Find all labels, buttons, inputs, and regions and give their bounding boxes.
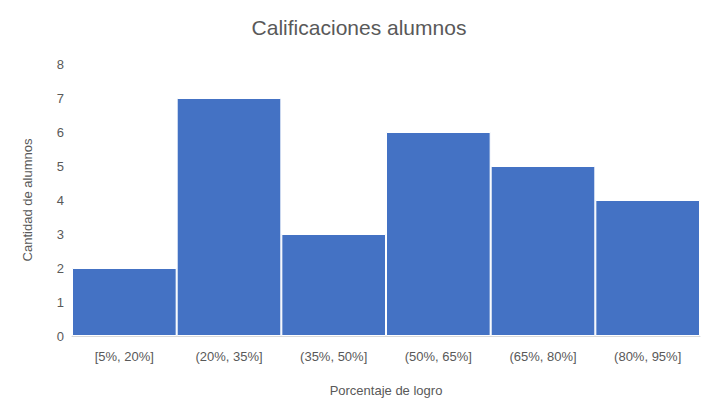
svg-text:8: 8 (57, 57, 64, 72)
svg-text:5: 5 (57, 159, 64, 174)
svg-text:(80%, 95%]: (80%, 95%] (614, 349, 681, 364)
svg-text:(65%, 80%]: (65%, 80%] (509, 349, 576, 364)
svg-text:(50%, 65%]: (50%, 65%] (405, 349, 472, 364)
svg-text:7: 7 (57, 91, 64, 106)
svg-text:(35%, 50%]: (35%, 50%] (300, 349, 367, 364)
svg-text:Calificaciones alumnos: Calificaciones alumnos (252, 16, 467, 39)
svg-text:1: 1 (57, 295, 64, 310)
svg-text:[5%, 20%]: [5%, 20%] (95, 349, 154, 364)
svg-text:Porcentaje de logro: Porcentaje de logro (330, 383, 443, 398)
svg-text:2: 2 (57, 261, 64, 276)
svg-text:Cantidad de alumnos: Cantidad de alumnos (20, 138, 35, 261)
svg-text:0: 0 (57, 329, 64, 344)
svg-text:4: 4 (57, 193, 64, 208)
svg-text:3: 3 (57, 227, 64, 242)
svg-text:6: 6 (57, 125, 64, 140)
svg-text:(20%, 35%]: (20%, 35%] (195, 349, 262, 364)
